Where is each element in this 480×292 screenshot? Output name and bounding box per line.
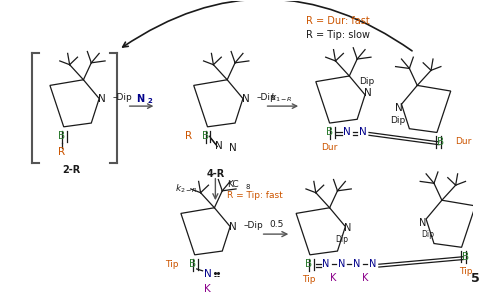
Text: N: N bbox=[364, 88, 372, 98]
Text: N: N bbox=[344, 223, 351, 234]
Text: N: N bbox=[229, 222, 237, 232]
Text: N: N bbox=[420, 218, 427, 228]
Text: N: N bbox=[204, 269, 211, 279]
Text: K: K bbox=[204, 284, 211, 292]
Text: N: N bbox=[322, 259, 329, 269]
Text: N: N bbox=[369, 259, 377, 269]
Text: N: N bbox=[242, 93, 250, 104]
Text: R = Dur: fast: R = Dur: fast bbox=[306, 16, 370, 26]
Text: N: N bbox=[353, 259, 361, 269]
Text: KC: KC bbox=[227, 180, 239, 189]
Text: Dip: Dip bbox=[421, 230, 434, 239]
Text: Dip: Dip bbox=[335, 235, 348, 244]
Text: R: R bbox=[58, 147, 65, 157]
Text: Tip: Tip bbox=[302, 275, 316, 284]
Text: Dur: Dur bbox=[322, 143, 338, 152]
Text: –Dip: –Dip bbox=[257, 93, 276, 102]
Text: K: K bbox=[362, 273, 368, 283]
Text: N: N bbox=[229, 142, 237, 152]
Text: 8: 8 bbox=[246, 184, 251, 190]
Text: N: N bbox=[136, 93, 144, 104]
Text: R: R bbox=[185, 131, 192, 141]
Text: B: B bbox=[189, 259, 196, 269]
Text: Tip: Tip bbox=[459, 267, 472, 276]
Text: B: B bbox=[305, 259, 312, 269]
Text: 4-R: 4-R bbox=[206, 169, 225, 179]
Text: N: N bbox=[98, 93, 106, 104]
Text: Dip: Dip bbox=[360, 77, 375, 86]
Text: N: N bbox=[359, 128, 367, 138]
Text: Dip: Dip bbox=[390, 116, 405, 125]
Text: B: B bbox=[58, 131, 65, 141]
Text: 2: 2 bbox=[147, 98, 152, 105]
Text: B: B bbox=[437, 137, 444, 147]
Text: B: B bbox=[202, 131, 209, 141]
Text: $k_{1-R}$: $k_{1-R}$ bbox=[270, 91, 293, 104]
Text: R = Tip: slow: R = Tip: slow bbox=[306, 29, 370, 40]
Text: 0.5: 0.5 bbox=[269, 220, 284, 229]
Text: R = Tip: fast: R = Tip: fast bbox=[227, 191, 283, 200]
Text: B: B bbox=[326, 128, 333, 138]
Text: N: N bbox=[395, 103, 402, 113]
Text: Tip: Tip bbox=[166, 260, 179, 269]
Text: N: N bbox=[344, 128, 351, 138]
Text: B: B bbox=[462, 252, 469, 262]
Text: 5: 5 bbox=[471, 272, 480, 285]
Text: 2-R: 2-R bbox=[62, 165, 81, 175]
Text: K: K bbox=[330, 273, 337, 283]
Text: Dur: Dur bbox=[455, 137, 471, 146]
Text: –Dip: –Dip bbox=[244, 221, 264, 230]
FancyArrowPatch shape bbox=[123, 0, 412, 51]
Text: N: N bbox=[338, 259, 345, 269]
Text: –Dip: –Dip bbox=[113, 93, 132, 102]
Text: $k_{2-R}$: $k_{2-R}$ bbox=[175, 183, 198, 195]
Text: N: N bbox=[216, 141, 223, 151]
